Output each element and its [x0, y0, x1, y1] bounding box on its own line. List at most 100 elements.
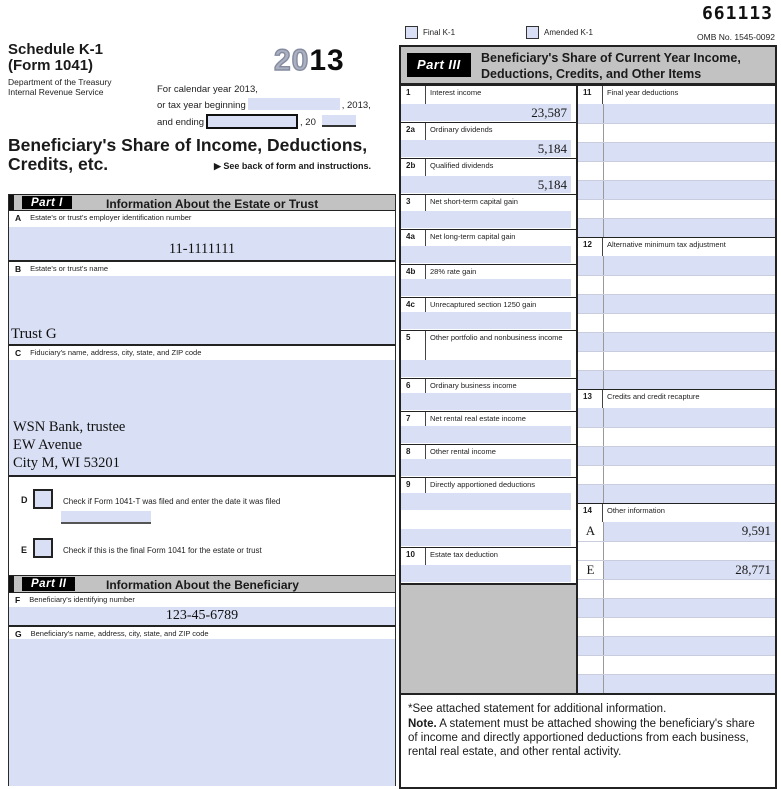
part3-section-11-row-3 [578, 161, 775, 180]
code-cell [578, 143, 604, 161]
part3-item-7-value[interactable] [401, 426, 571, 443]
amount-cell[interactable] [604, 599, 775, 617]
amount-cell[interactable] [604, 352, 775, 370]
amount-cell[interactable] [604, 485, 775, 503]
part3-section-14-row-5 [578, 617, 775, 636]
part3-item-4b: 4b 28% rate gain [401, 264, 576, 297]
part3-item-4c-value[interactable] [401, 312, 571, 329]
part3-item-1: 1 Interest income 23,587 [401, 85, 576, 122]
part3-item-9-value[interactable] [401, 529, 571, 546]
part3-footnotes: *See attached statement for additional i… [401, 693, 775, 787]
part3-section-11-row-2 [578, 142, 775, 161]
header-notch [9, 576, 14, 592]
code-cell [578, 352, 604, 370]
amended-k1-checkbox[interactable] [526, 26, 539, 39]
final-k1-checkbox[interactable] [405, 26, 418, 39]
part3-item-2b-value[interactable]: 5,184 [401, 176, 571, 193]
part3-item-10: 10 Estate tax deduction [401, 547, 576, 583]
amount-cell[interactable]: 9,591 [741, 523, 771, 538]
amended-k1-label: Amended K-1 [544, 28, 593, 37]
part3-item-2a-value[interactable]: 5,184 [401, 140, 571, 157]
amount-cell[interactable] [604, 675, 775, 693]
part3-item-10-value[interactable] [401, 565, 571, 582]
part3-header: Part III Beneficiary's Share of Current … [401, 47, 775, 85]
amount-cell[interactable]: 28,771 [735, 562, 771, 577]
amount-cell[interactable] [604, 618, 775, 636]
final-1041-checkbox[interactable] [33, 538, 53, 558]
amount-cell[interactable] [604, 219, 775, 237]
final-1041-label: Check if this is the final Form 1041 for… [63, 546, 262, 555]
part3-section-13: 13 Credits and credit recapture [578, 389, 775, 503]
code-cell [578, 675, 604, 693]
part3-section-11-row-0 [578, 104, 775, 123]
item-label-text: Qualified dividends [430, 161, 494, 170]
code-cell [578, 295, 604, 313]
item-number: 3 [401, 195, 426, 211]
code-cell: E [578, 561, 604, 579]
tax-year-beginning-input[interactable] [247, 98, 340, 110]
amount-cell[interactable] [604, 181, 775, 199]
amount-cell[interactable] [604, 143, 775, 161]
item-number: 11 [578, 86, 603, 104]
item-label-text: Directly apportioned deductions [430, 480, 536, 489]
part3-section-12-row-0 [578, 256, 775, 275]
part3-section-12-row-4 [578, 332, 775, 351]
amount-cell[interactable] [604, 256, 775, 275]
amount-cell[interactable] [604, 466, 775, 484]
item-number: 6 [401, 379, 426, 393]
part3-item-4c: 4c Unrecaptured section 1250 gain [401, 297, 576, 330]
item-label-row: 2a Ordinary dividends [401, 123, 576, 140]
part3-item-5-value[interactable] [401, 360, 571, 377]
part2-title: Information About the Beneficiary [106, 578, 299, 592]
part3-item-4a-value[interactable] [401, 246, 571, 263]
part3-item-6-value[interactable] [401, 393, 571, 410]
section-label-row: 13 Credits and credit recapture [578, 389, 775, 408]
item-label-text: Estate tax deduction [430, 550, 498, 559]
form-title: Schedule K-1 (Form 1041) [8, 42, 103, 74]
ein-field[interactable]: 11-1111111 [9, 227, 395, 260]
amount-cell[interactable] [604, 447, 775, 465]
code-cell [578, 256, 604, 275]
part3-item-9-value[interactable] [401, 511, 571, 528]
part3-item-8: 8 Other rental income [401, 444, 576, 477]
trust-name-field[interactable]: Trust G [9, 276, 395, 344]
tax-year-ending-input[interactable] [206, 114, 299, 129]
amount-cell[interactable] [604, 580, 775, 598]
part3-item-3-value[interactable] [401, 211, 571, 228]
amount-cell[interactable] [604, 295, 775, 313]
fiduciary-address-field[interactable]: WSN Bank, trustee EW Avenue City M, WI 5… [9, 360, 395, 475]
form1041t-checkbox[interactable] [33, 489, 53, 509]
amount-cell[interactable] [604, 637, 775, 655]
amount-cell[interactable] [604, 314, 775, 332]
amount-cell[interactable] [604, 656, 775, 674]
part3-section-12-row-6 [578, 370, 775, 389]
form1041t-label: Check if Form 1041-T was filed and enter… [63, 497, 281, 506]
amount-cell[interactable] [604, 276, 775, 294]
item-number: 9 [401, 478, 426, 493]
part3-section-13-row-1 [578, 427, 775, 446]
amount-cell[interactable] [604, 200, 775, 218]
part3-item-9-value[interactable] [401, 493, 571, 510]
part3-section-11-row-1 [578, 123, 775, 142]
amount-cell[interactable] [604, 542, 775, 560]
amount-cell[interactable] [604, 408, 775, 427]
amount-cell[interactable] [604, 162, 775, 180]
amount-cell[interactable] [604, 333, 775, 351]
tax-year-ending-year-input[interactable] [321, 115, 356, 127]
part3-item-1-value[interactable]: 23,587 [401, 104, 571, 121]
amount-cell[interactable] [604, 124, 775, 142]
part3-title: Beneficiary's Share of Current Year Inco… [481, 51, 741, 81]
item-label-row: 4b 28% rate gain [401, 265, 576, 279]
beneficiary-address-field[interactable] [9, 639, 395, 786]
code-cell [578, 219, 604, 237]
form1041t-date-input[interactable] [61, 511, 151, 524]
part3-section-12-row-2 [578, 294, 775, 313]
code-cell [578, 485, 604, 503]
part3-item-8-value[interactable] [401, 459, 571, 476]
amount-cell[interactable] [604, 104, 775, 123]
part3-section-14-row-7 [578, 655, 775, 674]
amount-cell[interactable] [604, 371, 775, 389]
part3-item-4b-value[interactable] [401, 279, 571, 296]
beneficiary-id-field[interactable]: 123-45-6789 [9, 607, 395, 625]
amount-cell[interactable] [604, 428, 775, 446]
